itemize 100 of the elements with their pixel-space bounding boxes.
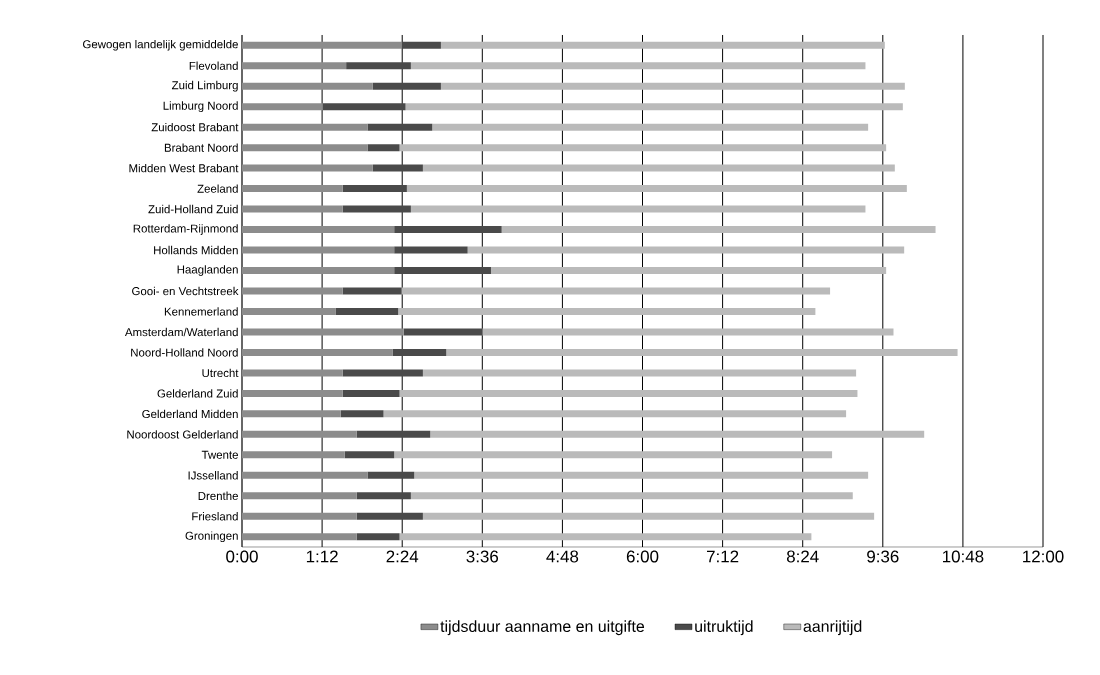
y-tick-label: Drenthe <box>198 491 238 500</box>
x-tick-label: 4:48 <box>546 550 579 563</box>
bar <box>242 451 345 459</box>
y-tick-label: Groningen <box>185 531 238 543</box>
bar <box>401 41 441 49</box>
bar <box>482 328 894 336</box>
bar <box>372 164 423 172</box>
legend-label: tijdsduur aanname en uitgifte <box>440 620 645 636</box>
bar <box>401 287 831 295</box>
bar <box>430 430 925 438</box>
bar <box>405 103 903 111</box>
bar <box>394 451 833 459</box>
bar <box>344 451 395 459</box>
bar <box>356 533 400 541</box>
bar <box>501 226 936 234</box>
y-tick-label: Zuidoost Brabant <box>151 122 239 132</box>
bar <box>242 267 395 275</box>
bar <box>403 328 483 336</box>
bar <box>356 512 423 520</box>
bar <box>242 41 402 49</box>
bar <box>242 328 404 336</box>
bar <box>399 144 887 152</box>
bar <box>242 246 395 254</box>
y-tick-label: Gooi- en Vechtstreek <box>132 286 239 296</box>
bar <box>242 492 357 500</box>
bar <box>242 410 341 418</box>
bar <box>242 369 343 377</box>
bar <box>410 62 866 70</box>
bar <box>422 512 875 520</box>
x-tick-label: 9:36 <box>867 550 899 563</box>
bar <box>367 123 433 131</box>
bar <box>242 62 347 70</box>
bar <box>242 307 336 315</box>
bar <box>242 205 343 213</box>
bar <box>383 410 847 418</box>
bar <box>242 144 368 152</box>
bar <box>372 82 441 90</box>
y-tick-label: Noordoost Gelderland <box>127 430 238 439</box>
x-tick-label: 7:12 <box>707 550 739 563</box>
bar <box>346 62 411 70</box>
bar <box>242 82 373 90</box>
bar <box>335 307 399 315</box>
bar <box>414 471 869 479</box>
y-tick-label: Zuid Limburg <box>171 80 238 92</box>
bar <box>242 533 357 541</box>
bar <box>410 492 853 500</box>
x-tick-label: 10:48 <box>943 550 984 563</box>
y-tick-label: Midden West Brabant <box>129 163 239 173</box>
bar <box>242 164 373 172</box>
y-tick-label: Noord-Holland Noord <box>131 348 238 357</box>
x-tick-label: 0:00 <box>226 550 258 563</box>
y-tick-label: Rotterdam-Rijnmond <box>133 224 238 235</box>
y-tick-label: Twente <box>201 450 238 459</box>
bar <box>392 348 447 356</box>
y-tick-label: Brabant Noord <box>164 143 238 152</box>
bar <box>490 267 887 275</box>
y-tick-label: Friesland <box>192 512 238 521</box>
bar <box>242 185 343 193</box>
y-tick-label: Flevoland <box>189 61 238 70</box>
bar <box>367 471 415 479</box>
bar <box>399 389 858 397</box>
y-tick-label: Gewogen landelijk gemiddelde <box>83 39 238 51</box>
bar <box>406 185 907 193</box>
legend-label: uitruktijd <box>695 620 753 636</box>
bar <box>342 389 400 397</box>
bar <box>440 82 905 90</box>
legend-label: aanrijtijd <box>803 620 862 636</box>
y-tick-label: Hollands Midden <box>154 245 238 255</box>
bar <box>356 430 431 438</box>
bar <box>394 267 491 275</box>
bar <box>410 205 866 213</box>
bar <box>356 492 411 500</box>
bar <box>242 103 323 111</box>
bar <box>242 287 343 295</box>
bar <box>342 185 407 193</box>
bar <box>367 144 400 152</box>
bar <box>467 246 905 254</box>
bar <box>422 369 857 377</box>
bar <box>342 287 402 295</box>
bar <box>242 123 368 131</box>
x-tick-label: 12:00 <box>1023 550 1064 563</box>
bar <box>398 307 816 315</box>
bar <box>242 389 343 397</box>
y-tick-label: Utrecht <box>202 368 239 378</box>
bar <box>342 205 411 213</box>
y-tick-label: Haaglanden <box>177 265 238 276</box>
y-tick-label: Zeeland <box>197 184 238 193</box>
x-tick-label: 2:24 <box>386 550 419 563</box>
y-tick-label: Gelderland Midden <box>142 409 238 419</box>
y-tick-label: Gelderland Zuid <box>157 389 238 398</box>
x-tick-label: 3:36 <box>466 550 499 563</box>
bar <box>440 41 885 49</box>
bar <box>342 369 423 377</box>
bar <box>399 533 812 541</box>
x-tick-label: 6:00 <box>626 550 659 563</box>
bar <box>242 512 357 520</box>
bar <box>242 348 393 356</box>
y-tick-label: Kennemerland <box>164 307 238 316</box>
y-tick-label: IJsselland <box>188 471 238 480</box>
bar <box>446 348 958 356</box>
